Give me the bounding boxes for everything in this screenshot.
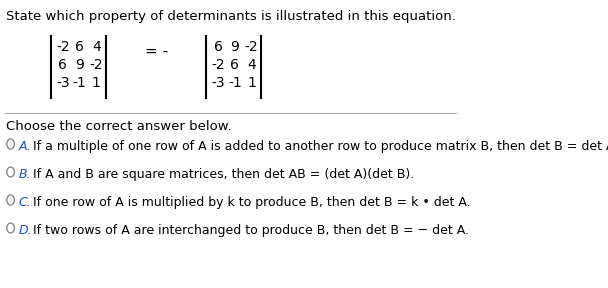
Text: If A and B are square matrices, then det AB = (det A)(det B).: If A and B are square matrices, then det…: [29, 168, 414, 181]
Text: 9: 9: [75, 58, 84, 72]
Text: Choose the correct answer below.: Choose the correct answer below.: [6, 120, 232, 133]
Text: = -: = -: [145, 43, 168, 58]
Text: -2: -2: [244, 40, 258, 54]
Text: -3: -3: [212, 76, 225, 90]
Text: 4: 4: [92, 40, 100, 54]
Text: 4: 4: [247, 58, 256, 72]
Text: If one row of A is multiplied by k to produce B, then det B = k • det A.: If one row of A is multiplied by k to pr…: [29, 196, 471, 209]
Text: 6: 6: [58, 58, 67, 72]
Text: 6: 6: [75, 40, 84, 54]
Text: If two rows of A are interchanged to produce B, then det B = − det A.: If two rows of A are interchanged to pro…: [29, 224, 469, 237]
Text: 1: 1: [247, 76, 256, 90]
Text: B.: B.: [18, 168, 31, 181]
Text: -3: -3: [56, 76, 70, 90]
Text: -2: -2: [212, 58, 225, 72]
Text: D.: D.: [18, 224, 32, 237]
Text: -2: -2: [89, 58, 103, 72]
Text: 1: 1: [92, 76, 101, 90]
Text: A.: A.: [18, 140, 31, 153]
Text: -2: -2: [56, 40, 70, 54]
Text: 9: 9: [230, 40, 239, 54]
Text: State which property of determinants is illustrated in this equation.: State which property of determinants is …: [6, 10, 456, 23]
Text: C.: C.: [18, 196, 31, 209]
Text: If a multiple of one row of A is added to another row to produce matrix B, then : If a multiple of one row of A is added t…: [29, 140, 608, 153]
Text: 6: 6: [230, 58, 239, 72]
Text: -1: -1: [72, 76, 86, 90]
Text: -1: -1: [228, 76, 241, 90]
Text: 6: 6: [213, 40, 223, 54]
